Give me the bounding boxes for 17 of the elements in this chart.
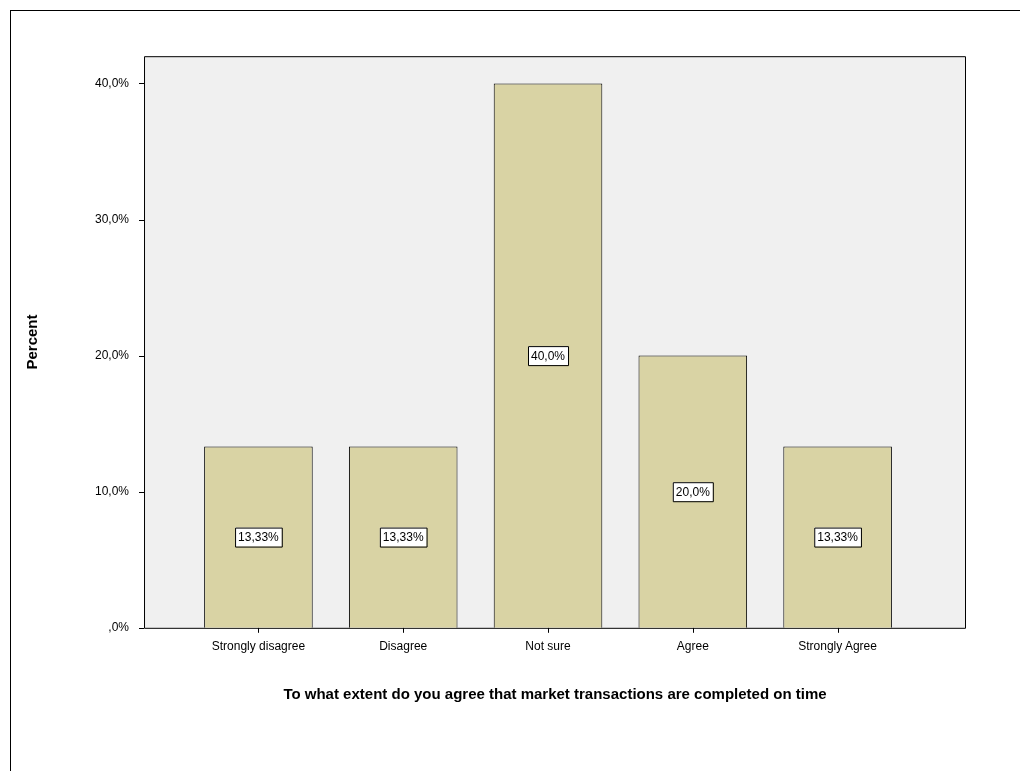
x-tick-label: Not sure bbox=[525, 639, 572, 654]
y-tick-label: 30,0% bbox=[94, 211, 130, 226]
x-tick-label: Agree bbox=[676, 639, 710, 654]
data-label: 20,0% bbox=[675, 485, 711, 500]
x-tick-label: Disagree bbox=[379, 639, 428, 654]
data-label: 13,33% bbox=[238, 530, 280, 545]
data-label: 13,33% bbox=[817, 530, 859, 545]
y-axis-title: Percent bbox=[23, 314, 41, 370]
data-label: 13,33% bbox=[382, 530, 424, 545]
x-axis-title: To what extent do you agree that market transactions are completed on time bbox=[282, 685, 828, 702]
x-tick-label: Strongly disagree bbox=[211, 639, 306, 654]
y-tick-label: ,0% bbox=[108, 620, 130, 635]
x-tick-label: Strongly Agree bbox=[798, 639, 878, 654]
y-tick-label: 10,0% bbox=[94, 484, 130, 499]
data-label: 40,0% bbox=[531, 348, 566, 363]
y-tick-label: 20,0% bbox=[94, 347, 130, 362]
y-tick-label: 40,0% bbox=[94, 75, 130, 90]
